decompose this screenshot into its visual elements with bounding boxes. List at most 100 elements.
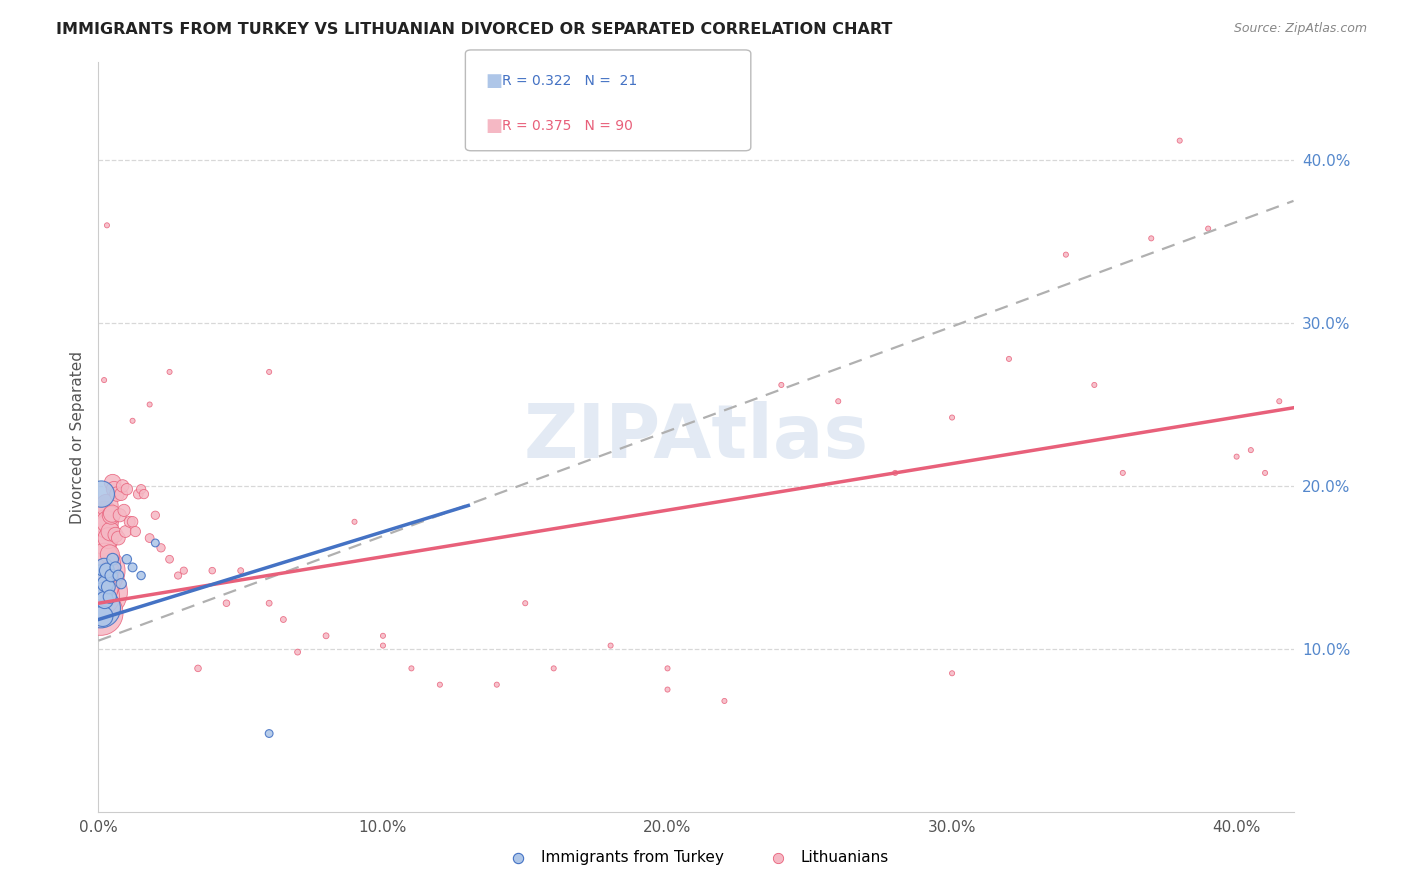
Point (93, 373, 115, 387)
Point (101, 507, 124, 521)
Point (401, 661, 423, 675)
Point (115, 482, 138, 496)
Point (371, 629, 394, 643)
Point (91, 582, 114, 596)
Point (90, 606, 112, 620)
Point (941, 666, 963, 681)
Point (100, 568, 122, 582)
Point (1054, 247, 1077, 261)
Point (315, 629, 337, 643)
Text: ■: ■ (485, 117, 502, 135)
Y-axis label: Divorced or Separated: Divorced or Separated (69, 351, 84, 524)
Point (215, 596, 238, 610)
Point (93, 533, 115, 547)
Point (104, 560, 127, 574)
Point (111, 479, 134, 493)
Point (429, 678, 451, 692)
Point (91, 609, 114, 624)
Point (90, 590, 112, 604)
Point (90, 601, 112, 615)
Text: Source: ZipAtlas.com: Source: ZipAtlas.com (1233, 22, 1367, 36)
Point (89, 584, 111, 599)
Point (1240, 443, 1263, 458)
Point (657, 682, 679, 697)
Point (1112, 466, 1135, 480)
Point (543, 661, 565, 675)
Point (115, 552, 138, 566)
Point (96, 515, 118, 529)
Point (89, 564, 111, 578)
Point (257, 365, 280, 379)
Point (96, 519, 118, 533)
Point (1197, 221, 1219, 235)
Point (90, 574, 112, 588)
Point (98, 590, 121, 604)
Point (713, 694, 735, 708)
Point (100, 508, 122, 523)
Point (90, 568, 112, 582)
Point (485, 678, 508, 692)
Point (770, 378, 793, 392)
Text: R = 0.375   N = 90: R = 0.375 N = 90 (502, 119, 633, 133)
Point (167, 568, 190, 582)
Point (287, 645, 309, 659)
Point (91, 566, 114, 580)
Point (90, 487, 112, 501)
Point (127, 487, 149, 501)
Point (941, 410, 963, 425)
Point (1168, 134, 1191, 148)
Point (129, 482, 152, 496)
Text: IMMIGRANTS FROM TURKEY VS LITHUANIAN DIVORCED OR SEPARATED CORRELATION CHART: IMMIGRANTS FROM TURKEY VS LITHUANIAN DIV… (56, 22, 893, 37)
Point (108, 508, 131, 523)
Point (110, 487, 132, 501)
Point (96, 499, 118, 513)
Point (98, 547, 121, 561)
Point (150, 541, 173, 555)
Point (173, 564, 195, 578)
Point (159, 365, 181, 379)
Point (121, 560, 143, 574)
Point (515, 596, 537, 610)
Point (107, 568, 129, 582)
Point (112, 503, 135, 517)
Point (93, 593, 115, 607)
Point (94, 576, 117, 591)
Point (187, 661, 209, 675)
Point (94, 515, 117, 529)
Point (98, 524, 122, 539)
Point (94, 507, 117, 521)
Point (1268, 394, 1291, 409)
Point (96, 219, 118, 233)
Point (257, 596, 280, 610)
Point (98, 564, 121, 578)
Point (104, 528, 127, 542)
Point (101, 475, 124, 490)
Point (599, 639, 621, 653)
Point (110, 576, 132, 591)
Point (97, 580, 120, 594)
Point (93, 560, 115, 574)
Point (114, 524, 136, 539)
Text: R = 0.322   N =  21: R = 0.322 N = 21 (502, 74, 637, 88)
Text: ■: ■ (485, 72, 502, 90)
Point (143, 508, 166, 523)
Point (101, 552, 124, 566)
Point (121, 414, 143, 428)
Point (91, 549, 114, 563)
Point (93, 566, 115, 580)
Point (273, 613, 295, 627)
Point (143, 536, 166, 550)
Point (129, 568, 152, 582)
Point (96, 564, 118, 578)
Point (657, 661, 679, 675)
Point (884, 466, 907, 480)
Point (118, 515, 141, 529)
Point (827, 394, 849, 409)
Point (90, 576, 112, 591)
Point (138, 397, 160, 411)
Point (103, 482, 125, 496)
Point (1226, 450, 1249, 464)
Point (93, 584, 115, 599)
Point (1083, 378, 1105, 392)
Point (132, 487, 155, 501)
